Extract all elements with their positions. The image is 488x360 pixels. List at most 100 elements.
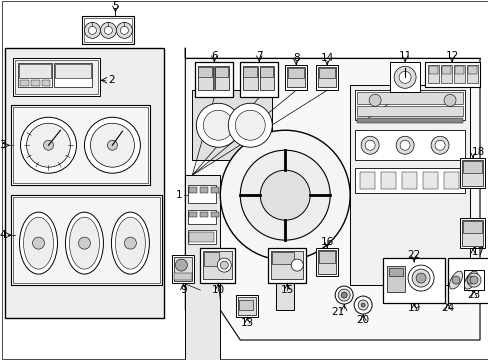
Bar — [316, 65, 338, 90]
Circle shape — [235, 110, 264, 140]
Polygon shape — [185, 48, 479, 340]
Circle shape — [196, 103, 240, 147]
Bar — [84, 18, 132, 42]
Circle shape — [399, 140, 409, 150]
Bar — [55, 64, 91, 78]
Bar — [200, 187, 208, 193]
Bar — [349, 85, 469, 285]
Text: 11: 11 — [398, 51, 411, 61]
Circle shape — [175, 259, 187, 271]
Bar — [354, 90, 464, 120]
Ellipse shape — [111, 212, 149, 274]
Bar — [356, 92, 462, 104]
Bar — [359, 172, 374, 189]
Circle shape — [124, 237, 136, 249]
Text: 16: 16 — [320, 237, 333, 247]
Circle shape — [443, 94, 455, 106]
Circle shape — [395, 136, 413, 154]
Circle shape — [291, 259, 303, 271]
Bar — [236, 295, 258, 317]
Bar — [211, 212, 219, 217]
Text: 23: 23 — [467, 290, 480, 300]
Bar — [354, 130, 464, 160]
Text: 21: 21 — [331, 307, 344, 317]
Ellipse shape — [448, 271, 462, 289]
Bar — [461, 220, 482, 246]
Bar — [203, 251, 232, 279]
Bar — [356, 106, 462, 116]
Bar — [463, 270, 483, 290]
Circle shape — [368, 94, 380, 106]
Bar — [243, 66, 258, 90]
Text: 13: 13 — [240, 318, 253, 328]
Ellipse shape — [65, 212, 103, 274]
Bar — [459, 218, 484, 248]
Circle shape — [220, 130, 349, 260]
Text: 22: 22 — [407, 250, 420, 260]
Ellipse shape — [115, 217, 145, 269]
Bar — [4, 48, 164, 318]
Circle shape — [260, 170, 309, 220]
Bar — [461, 160, 482, 186]
Bar — [441, 66, 450, 74]
Text: 9: 9 — [180, 285, 186, 295]
Ellipse shape — [20, 212, 58, 274]
Bar — [188, 210, 216, 224]
Circle shape — [466, 273, 480, 287]
Circle shape — [469, 276, 477, 284]
Bar — [200, 212, 208, 217]
Bar — [260, 66, 274, 90]
Bar — [13, 58, 100, 96]
Bar — [18, 63, 52, 87]
Bar — [354, 168, 464, 193]
Circle shape — [84, 117, 140, 173]
Circle shape — [240, 150, 329, 240]
Bar — [380, 172, 395, 189]
Text: 8: 8 — [292, 53, 299, 63]
Bar — [316, 248, 338, 276]
Bar — [428, 66, 437, 74]
Text: 20: 20 — [356, 315, 369, 325]
Bar — [427, 65, 438, 83]
Circle shape — [84, 22, 100, 39]
Bar — [454, 66, 463, 74]
Ellipse shape — [23, 217, 53, 269]
Circle shape — [116, 22, 132, 39]
Bar — [189, 212, 197, 217]
Circle shape — [217, 258, 231, 272]
Text: 1: 1 — [175, 190, 182, 200]
Bar — [286, 67, 305, 87]
Text: 24: 24 — [441, 303, 454, 313]
Circle shape — [90, 123, 134, 167]
Circle shape — [78, 237, 90, 249]
Bar — [388, 268, 402, 276]
Bar — [198, 67, 212, 77]
Bar — [172, 255, 194, 283]
Bar — [422, 172, 437, 189]
Bar — [276, 250, 294, 310]
Circle shape — [407, 265, 433, 291]
Bar — [11, 105, 150, 185]
Bar — [204, 252, 219, 266]
Bar — [389, 62, 419, 92]
Bar — [240, 62, 278, 97]
Bar — [271, 251, 303, 279]
Bar — [82, 16, 134, 44]
Bar — [243, 67, 257, 77]
Bar — [188, 185, 216, 203]
Circle shape — [365, 140, 374, 150]
Bar — [189, 187, 197, 193]
Bar — [13, 197, 160, 283]
Circle shape — [353, 296, 371, 314]
Circle shape — [88, 26, 96, 34]
Bar — [447, 258, 488, 303]
Bar — [401, 172, 416, 189]
Circle shape — [451, 276, 459, 284]
Text: 2: 2 — [108, 75, 115, 85]
Text: 14: 14 — [320, 53, 333, 63]
Bar — [13, 107, 148, 183]
Text: 4: 4 — [0, 230, 6, 240]
Circle shape — [107, 140, 117, 150]
Bar — [189, 232, 214, 242]
Circle shape — [411, 269, 429, 287]
